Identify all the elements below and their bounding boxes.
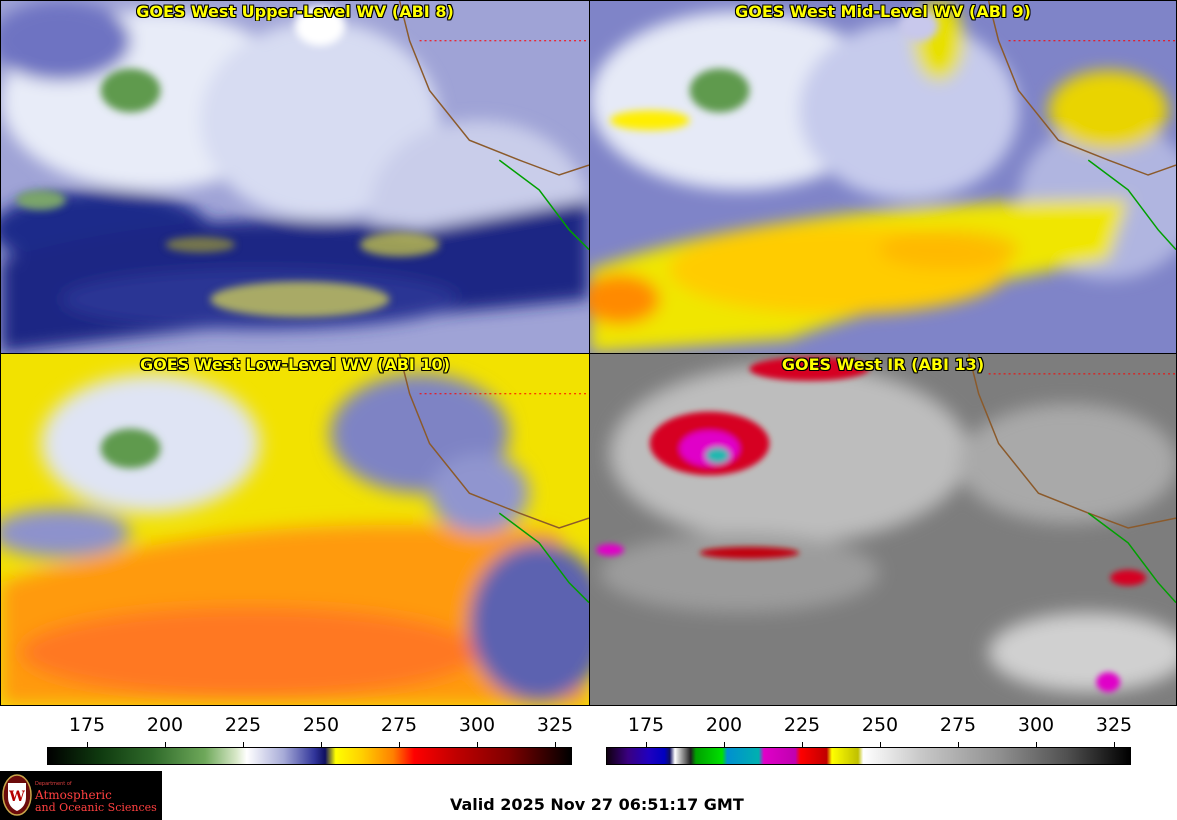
mid-level-wv-panel: GOES West Mid-Level WV (ABI 9): [589, 0, 1177, 354]
logo-name-line2: and Oceanic Sciences: [35, 801, 157, 814]
tick-label: 275: [380, 714, 418, 736]
tick-label: 175: [68, 714, 106, 736]
tick-mark: [477, 742, 478, 747]
svg-text:W: W: [8, 789, 25, 805]
tick-label: 200: [705, 714, 743, 736]
tick-mark: [399, 742, 400, 747]
panel-title-low-level: GOES West Low-Level WV (ABI 10): [139, 355, 450, 374]
water-vapor-colorbar-ticks: 175 200 225 250 275 300 325: [47, 706, 574, 747]
tick-mark: [880, 742, 881, 747]
logo-name-line1: Atmospheric: [35, 788, 112, 802]
tick-label: 300: [458, 714, 496, 736]
tick-mark: [555, 742, 556, 747]
tick-label: 175: [627, 714, 665, 736]
tick-mark: [958, 742, 959, 747]
infrared-image: [590, 354, 1176, 705]
panel-title-infrared: GOES West IR (ABI 13): [781, 355, 985, 374]
tick-label: 225: [783, 714, 821, 736]
upper-level-wv-panel: GOES West Upper-Level WV (ABI 8): [0, 0, 590, 354]
aos-logo: W Department of Atmospheric and Oceanic …: [0, 771, 162, 820]
low-level-wv-image: [1, 354, 589, 705]
tick-mark: [1114, 742, 1115, 747]
tick-label: 300: [1017, 714, 1055, 736]
tick-mark: [321, 742, 322, 747]
low-level-wv-panel: GOES West Low-Level WV (ABI 10): [0, 353, 590, 706]
tick-label: 275: [939, 714, 977, 736]
tick-mark: [724, 742, 725, 747]
panel-title-upper-level: GOES West Upper-Level WV (ABI 8): [136, 2, 454, 21]
tick-label: 325: [1095, 714, 1133, 736]
tick-label: 225: [224, 714, 262, 736]
water-vapor-color-scale: [47, 747, 572, 765]
valid-time-label: Valid 2025 Nov 27 06:51:17 GMT: [450, 795, 744, 814]
tick-label: 250: [302, 714, 340, 736]
panel-title-mid-level: GOES West Mid-Level WV (ABI 9): [735, 2, 1031, 21]
infrared-panel: GOES West IR (ABI 13): [589, 353, 1177, 706]
tick-label: 325: [536, 714, 574, 736]
tick-mark: [87, 742, 88, 747]
tick-label: 250: [861, 714, 899, 736]
logo-department-text: Department of: [35, 781, 72, 787]
university-seal-icon: W: [2, 774, 32, 816]
tick-mark: [243, 742, 244, 747]
tick-mark: [802, 742, 803, 747]
tick-mark: [646, 742, 647, 747]
mid-level-wv-image: [590, 1, 1176, 353]
tick-mark: [165, 742, 166, 747]
infrared-colorbar: 175 200 225 250 275 300 325: [606, 706, 1133, 766]
tick-mark: [1036, 742, 1037, 747]
upper-level-wv-image: [1, 1, 589, 353]
infrared-colorbar-ticks: 175 200 225 250 275 300 325: [606, 706, 1133, 747]
water-vapor-colorbar: 175 200 225 250 275 300 325: [47, 706, 574, 766]
infrared-color-scale: [606, 747, 1131, 765]
tick-label: 200: [146, 714, 184, 736]
